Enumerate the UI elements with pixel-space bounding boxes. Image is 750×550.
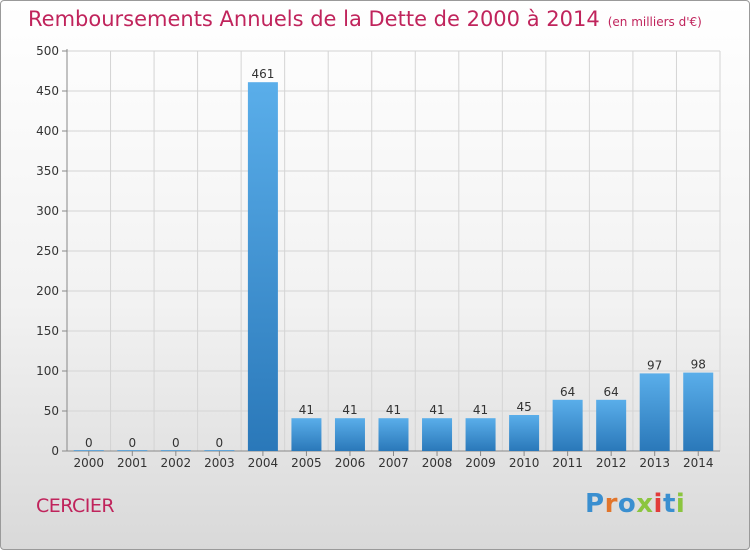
y-tick-label: 100 <box>36 364 59 378</box>
x-tick-label: 2008 <box>422 456 453 470</box>
bar <box>334 418 365 451</box>
x-tick-label: 2004 <box>248 456 279 470</box>
y-tick-label: 400 <box>36 124 59 138</box>
logo-letter: t <box>662 489 676 519</box>
proxiti-logo: Proxiti <box>585 489 685 519</box>
bar <box>422 418 453 451</box>
bar <box>639 373 670 451</box>
bar-value-label: 461 <box>251 67 274 81</box>
y-tick-label: 0 <box>51 444 59 458</box>
bar <box>378 418 409 451</box>
x-tick-label: 2006 <box>335 456 366 470</box>
bar <box>160 450 191 451</box>
bar <box>683 372 714 451</box>
bar-value-label: 45 <box>516 400 531 414</box>
bar-value-label: 97 <box>647 358 662 372</box>
y-tick-label: 50 <box>44 404 59 418</box>
logo-letter: x <box>636 489 654 519</box>
x-tick-label: 2005 <box>291 456 322 470</box>
chart-title: Remboursements Annuels de la Dette de 20… <box>28 7 600 31</box>
logo-letter: P <box>585 489 605 519</box>
bar-value-label: 41 <box>386 403 401 417</box>
x-tick-label: 2001 <box>117 456 148 470</box>
y-tick-label: 450 <box>36 84 59 98</box>
x-tick-label: 2000 <box>73 456 104 470</box>
bar-value-label: 41 <box>342 403 357 417</box>
x-tick-label: 2002 <box>161 456 192 470</box>
chart-title-block: Remboursements Annuels de la Dette de 20… <box>28 7 702 31</box>
x-tick-label: 2007 <box>378 456 409 470</box>
bar-value-label: 0 <box>216 436 224 450</box>
bar-value-label: 0 <box>128 436 136 450</box>
y-tick-label: 200 <box>36 284 59 298</box>
bar-value-label: 64 <box>560 385 575 399</box>
logo-letter: r <box>604 489 618 519</box>
y-tick-label: 500 <box>36 44 59 58</box>
bar <box>73 450 104 451</box>
x-tick-label: 2012 <box>596 456 627 470</box>
x-tick-label: 2010 <box>509 456 540 470</box>
bar-value-label: 64 <box>604 385 619 399</box>
x-tick-label: 2013 <box>639 456 670 470</box>
y-tick-label: 250 <box>36 244 59 258</box>
commune-name: CERCIER <box>36 495 115 517</box>
bar <box>247 82 278 451</box>
bar <box>117 450 148 451</box>
bar <box>552 399 583 451</box>
bar <box>509 415 540 451</box>
x-tick-label: 2003 <box>204 456 235 470</box>
y-tick-label: 300 <box>36 204 59 218</box>
x-tick-label: 2014 <box>683 456 714 470</box>
x-tick-label: 2011 <box>552 456 583 470</box>
bar-value-label: 0 <box>85 436 93 450</box>
bar <box>291 418 322 451</box>
bar-value-label: 41 <box>429 403 444 417</box>
logo-letter: o <box>617 489 637 519</box>
chart-unit-note: (en milliers d'€) <box>607 15 702 29</box>
x-tick-label: 2009 <box>465 456 496 470</box>
bar <box>465 418 496 451</box>
y-tick-label: 150 <box>36 324 59 338</box>
bar-value-label: 0 <box>172 436 180 450</box>
bar-value-label: 41 <box>299 403 314 417</box>
y-tick-label: 350 <box>36 164 59 178</box>
bar-value-label: 98 <box>691 358 706 372</box>
logo-letter: i <box>653 489 663 519</box>
bar <box>204 450 235 451</box>
bar-value-label: 41 <box>473 403 488 417</box>
bar <box>596 399 627 451</box>
logo-letter: i <box>675 489 686 519</box>
